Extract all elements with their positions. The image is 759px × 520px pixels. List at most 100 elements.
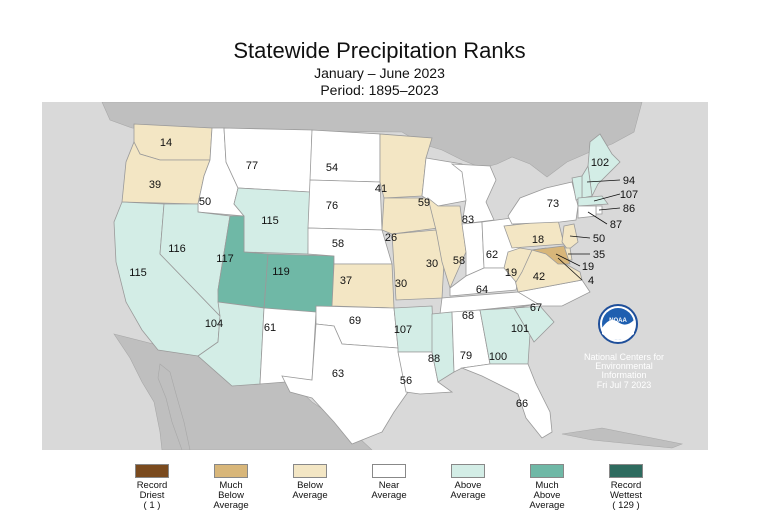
state-il	[427, 196, 467, 290]
rank-label-al: 79	[460, 350, 472, 362]
rank-label-nd: 54	[326, 162, 338, 174]
legend-label: Near	[378, 480, 400, 491]
credit-line-1: National Centers for	[584, 352, 664, 362]
legend-label: Above	[454, 480, 482, 491]
rank-label-tn: 68	[462, 310, 474, 322]
state-fl	[460, 363, 553, 439]
credit-line-3: Information	[601, 370, 646, 380]
legend-swatch	[293, 464, 327, 478]
rank-label-mi: 83	[462, 214, 474, 226]
state-wa	[133, 123, 213, 161]
rank-label-ne: 58	[332, 238, 344, 250]
legend-label: Much	[219, 480, 243, 491]
rank-label-ar: 107	[394, 324, 412, 336]
rank-label-or: 39	[149, 179, 161, 191]
legend-label: Driest	[139, 490, 165, 501]
rank-label-ok: 69	[349, 315, 361, 327]
legend-swatch	[530, 464, 564, 478]
rank-label-wi: 59	[418, 197, 430, 209]
baja-peninsula	[157, 363, 191, 450]
svg-text:NOAA: NOAA	[609, 318, 627, 324]
callout-line-ri	[598, 207, 621, 211]
rank-label-oh: 62	[486, 249, 498, 261]
legend-label: Above	[533, 490, 561, 501]
cuba-island	[561, 427, 684, 449]
rank-label-de: 35	[593, 249, 605, 261]
rank-label-ri: 86	[623, 203, 635, 215]
rank-label-mt: 77	[246, 160, 258, 172]
rank-label-me: 102	[591, 157, 609, 169]
legend-label: Average	[292, 490, 328, 501]
state-ms	[431, 311, 455, 383]
state-nd	[309, 129, 381, 183]
credit-line-2: Environmental	[595, 361, 653, 371]
legend-swatch	[609, 464, 643, 478]
state-nm	[259, 307, 317, 385]
state-nj	[561, 223, 579, 251]
legend-label: Average	[213, 500, 249, 511]
state-nc	[513, 279, 591, 309]
rank-label-ga: 100	[489, 351, 507, 363]
state-co	[263, 253, 335, 315]
legend-label: Much	[535, 480, 559, 491]
rank-label-nh: 94	[623, 175, 635, 187]
noaa-logo: NOAA	[598, 304, 638, 344]
legend-label: ( 1 )	[143, 500, 161, 511]
rank-label-ct: 87	[610, 219, 622, 231]
rank-label-md: 4	[588, 275, 594, 287]
state-sd	[307, 179, 383, 231]
legend-item-record-driest: Record Driest( 1 )	[116, 464, 188, 511]
rank-label-ma: 107	[620, 189, 638, 201]
rank-label-wv: 19	[505, 267, 517, 279]
rank-label-co: 119	[272, 266, 290, 278]
rank-label-mo: 30	[395, 278, 407, 290]
legend-label: Average	[450, 490, 486, 501]
map-legend: Record Driest( 1 ) Much Below Average Below Av…	[0, 460, 759, 520]
rank-label-ks: 37	[340, 275, 352, 287]
state-ga	[479, 307, 531, 365]
legend-item-near: Near Average	[353, 464, 425, 501]
legend-label: Average	[371, 490, 407, 501]
legend-label: ( 129 )	[612, 500, 640, 511]
state-wv	[503, 247, 533, 283]
state-ct	[577, 205, 597, 219]
callout-line-md	[557, 257, 583, 281]
callout-line-dc	[555, 253, 581, 267]
state-wi	[421, 157, 471, 207]
credit-date: Fri Jul 7 2023	[597, 380, 652, 390]
legend-swatch	[372, 464, 406, 478]
legend-swatch	[214, 464, 248, 478]
rank-label-tx: 63	[332, 368, 344, 380]
legend-label: Below	[218, 490, 244, 501]
rank-label-ia: 26	[385, 232, 397, 244]
legend-swatch	[135, 464, 169, 478]
legend-item-much-above: Much Above Average	[511, 464, 583, 511]
state-tx	[281, 323, 409, 445]
rank-label-id: 50	[199, 196, 211, 208]
rank-label-ut: 117	[216, 253, 234, 265]
rank-label-va: 42	[533, 271, 545, 283]
map-period: Period: 1895–2023	[320, 82, 439, 98]
rank-label-ca: 115	[129, 267, 147, 279]
state-ma	[577, 195, 609, 207]
legend-label: Wettest	[609, 490, 643, 501]
legend-item-above: Above Average	[432, 464, 504, 501]
rank-label-ny: 73	[547, 198, 559, 210]
legend-item-below: Below Average	[274, 464, 346, 501]
callout-line-ma	[593, 193, 621, 202]
rank-label-dc: 19	[582, 261, 594, 273]
rank-label-nv: 116	[168, 243, 186, 255]
rank-label-ky: 64	[476, 284, 488, 296]
rank-label-az: 104	[205, 318, 223, 330]
legend-label: Record	[610, 480, 642, 491]
rank-label-ms: 88	[428, 353, 440, 365]
callout-line-ct	[587, 211, 608, 225]
rank-label-wa: 14	[160, 137, 172, 149]
legend-swatch	[451, 464, 485, 478]
rank-label-il: 30	[426, 258, 438, 270]
state-me	[587, 133, 621, 198]
state-ia	[381, 197, 439, 235]
legend-label: Average	[529, 500, 565, 511]
legend-item-much-below: Much Below Average	[195, 464, 267, 511]
legend-item-record-wettest: Record Wettest( 129 )	[590, 464, 662, 511]
